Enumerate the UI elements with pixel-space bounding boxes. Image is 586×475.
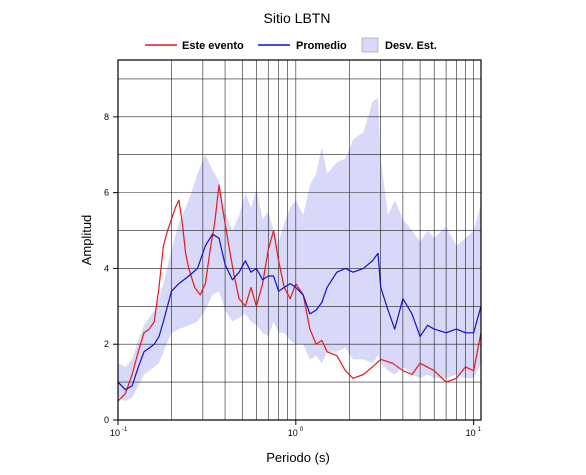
x-tick-label-exponent: 0: [300, 427, 304, 433]
y-axis-label: Amplitud: [79, 215, 94, 266]
series-line-promedio: [117, 233, 482, 391]
y-tick-label: 4: [104, 263, 109, 273]
x-tick-label: 10: [288, 428, 298, 438]
x-tick-label: 10: [110, 428, 120, 438]
x-tick-label-exponent: 1: [478, 427, 482, 433]
y-tick-label: 2: [104, 339, 109, 349]
legend-label-este-evento: Este evento: [182, 40, 244, 52]
y-tick-label: 0: [104, 415, 109, 425]
series-line-este-evento: [117, 184, 482, 402]
legend-swatch-desv-est: [361, 37, 379, 53]
y-tick-label: 6: [104, 188, 109, 198]
x-tick-label: 10: [466, 428, 476, 438]
x-axis-label: Periodo (s): [266, 450, 330, 465]
plot-frame: [117, 59, 482, 421]
chart-title: Sitio LBTN: [264, 10, 331, 26]
legend-label-promedio: Promedio: [296, 40, 347, 52]
std-dev-band: [118, 97, 481, 402]
y-tick-label: 8: [104, 112, 109, 122]
legend: Este evento Promedio Desv. Est.: [145, 37, 437, 53]
x-tick-label-exponent: -1: [122, 427, 128, 433]
legend-label-desv-est: Desv. Est.: [385, 40, 437, 52]
